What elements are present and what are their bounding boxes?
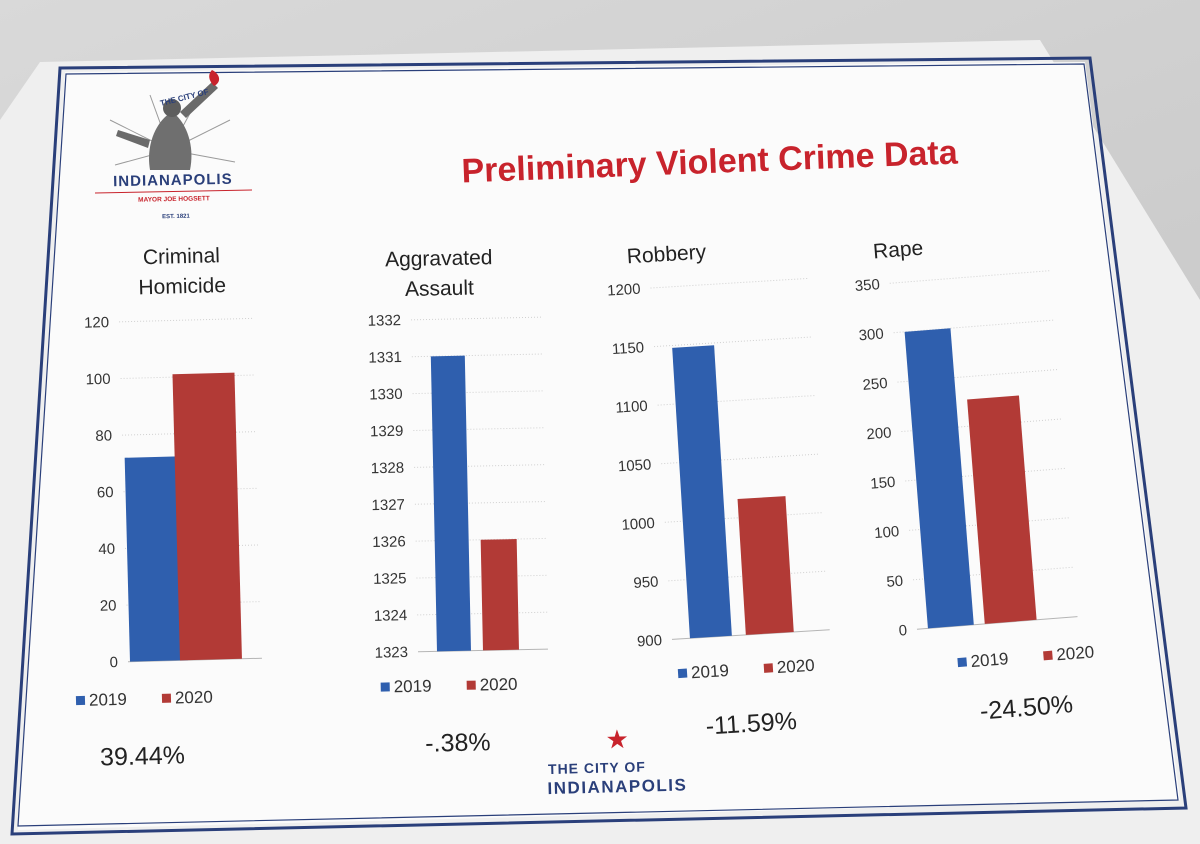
slide-panel	[18, 62, 1180, 830]
y-tick-label: 1150	[611, 339, 644, 358]
legend-label-2020: 2020	[776, 656, 815, 677]
y-tick-label: 120	[84, 314, 109, 332]
change-percent-label: -.38%	[425, 728, 491, 757]
gridline	[650, 277, 809, 289]
charts: 0 20 40 60 80 100 120 Criminal Homicide 2019 2020 3…	[75, 237, 1095, 771]
legend-label-2020: 2020	[480, 675, 518, 695]
legend-swatch-2020	[161, 693, 172, 703]
y-tick-label: 1100	[615, 398, 648, 417]
y-tick-label: 1325	[373, 570, 407, 588]
legend-swatch-2019	[677, 668, 688, 679]
y-tick-label: 1050	[617, 456, 651, 475]
legend-swatch-2019	[957, 657, 968, 668]
legend-label-2020: 2020	[175, 688, 213, 708]
y-tick-label: 1332	[368, 312, 402, 330]
bar-2020	[172, 372, 242, 661]
y-tick-label: 40	[98, 541, 115, 558]
y-tick-label: 1323	[374, 644, 408, 662]
torch-figure-icon	[109, 70, 236, 170]
gridline	[657, 395, 816, 406]
y-tick-label: 20	[100, 597, 117, 614]
y-tick-label: 1329	[370, 423, 404, 441]
legend-label-2019: 2019	[394, 677, 432, 697]
y-tick-label: 0	[109, 654, 118, 671]
footer-line2: INDIANAPOLIS	[547, 775, 687, 798]
y-tick-label: 1327	[371, 496, 405, 514]
legend-swatch-2020	[1043, 650, 1053, 661]
y-tick-label: 950	[633, 573, 659, 591]
y-tick-label: 200	[866, 424, 892, 443]
gridline	[119, 317, 254, 323]
y-tick-label: 150	[870, 474, 896, 493]
chart-title: Rape	[872, 237, 924, 264]
legend-label-2019: 2019	[970, 649, 1009, 671]
slide-frame	[10, 56, 1188, 836]
y-tick-label: 250	[862, 375, 888, 394]
y-tick-label: 900	[637, 632, 663, 650]
y-tick-label: 1326	[372, 533, 406, 551]
chart-1: 1323 1324 1325 1326 1327 1328 1329 1330 1331 1332…	[368, 246, 548, 758]
legend-label-2019: 2019	[690, 661, 729, 682]
y-tick-label: 1328	[371, 460, 405, 478]
legend-swatch-2020	[466, 680, 476, 690]
footer-logo: ★ THE CITY OF INDIANAPOLIS	[547, 724, 687, 798]
star-icon: ★	[605, 724, 629, 755]
legend-swatch-2019	[75, 695, 86, 706]
slide-frame-inner	[17, 63, 1179, 827]
y-tick-label: 1331	[368, 349, 402, 367]
bar-2019	[124, 456, 188, 662]
chart-title: Aggravated	[385, 246, 493, 271]
chart-title: Robbery	[626, 241, 707, 269]
y-tick-label: 300	[858, 326, 884, 345]
y-tick-label: 100	[85, 371, 110, 389]
gridline	[654, 336, 812, 348]
y-tick-label: 350	[854, 276, 880, 295]
chart-2: 900 950 1000 1050 1100 1150 1200 Robbery 2019 202…	[607, 241, 830, 741]
legend-label-2019: 2019	[89, 690, 127, 710]
gridline	[411, 316, 542, 321]
logo-divider	[94, 189, 253, 194]
logo-mayor: MAYOR JOE HOGSETT	[138, 195, 210, 203]
chart-title: Criminal	[143, 244, 221, 269]
y-tick-label: 1000	[621, 515, 655, 534]
y-tick-label: 1324	[374, 607, 408, 625]
bar-2019	[672, 345, 732, 639]
legend-label-2020: 2020	[1056, 642, 1095, 664]
y-tick-label: 60	[97, 484, 114, 501]
chart-title: Homicide	[138, 274, 226, 299]
y-tick-label: 50	[886, 573, 904, 591]
y-tick-label: 1330	[369, 386, 403, 404]
bar-2019	[904, 328, 974, 629]
legend-swatch-2020	[763, 663, 774, 673]
bar-2020	[967, 395, 1037, 624]
logo-est: EST. 1821	[162, 214, 190, 221]
logo-name: INDIANAPOLIS	[113, 171, 233, 190]
y-tick-label: 100	[874, 523, 900, 542]
y-tick-label: 1200	[607, 281, 641, 300]
gridline	[661, 453, 819, 465]
bar-2019	[430, 355, 471, 652]
change-percent-label: 39.44%	[100, 741, 186, 771]
bar-2020	[737, 496, 794, 635]
chart-0: 0 20 40 60 80 100 120 Criminal Homicide 2019 2020 3…	[75, 244, 262, 771]
legend-swatch-2019	[380, 682, 390, 692]
y-tick-label: 80	[95, 427, 112, 444]
chart-title: Assault	[405, 277, 474, 301]
bar-2020	[480, 539, 519, 651]
change-percent-label: -11.59%	[705, 707, 798, 741]
footer-line1: THE CITY OF	[548, 759, 646, 778]
y-tick-label: 0	[898, 622, 908, 640]
